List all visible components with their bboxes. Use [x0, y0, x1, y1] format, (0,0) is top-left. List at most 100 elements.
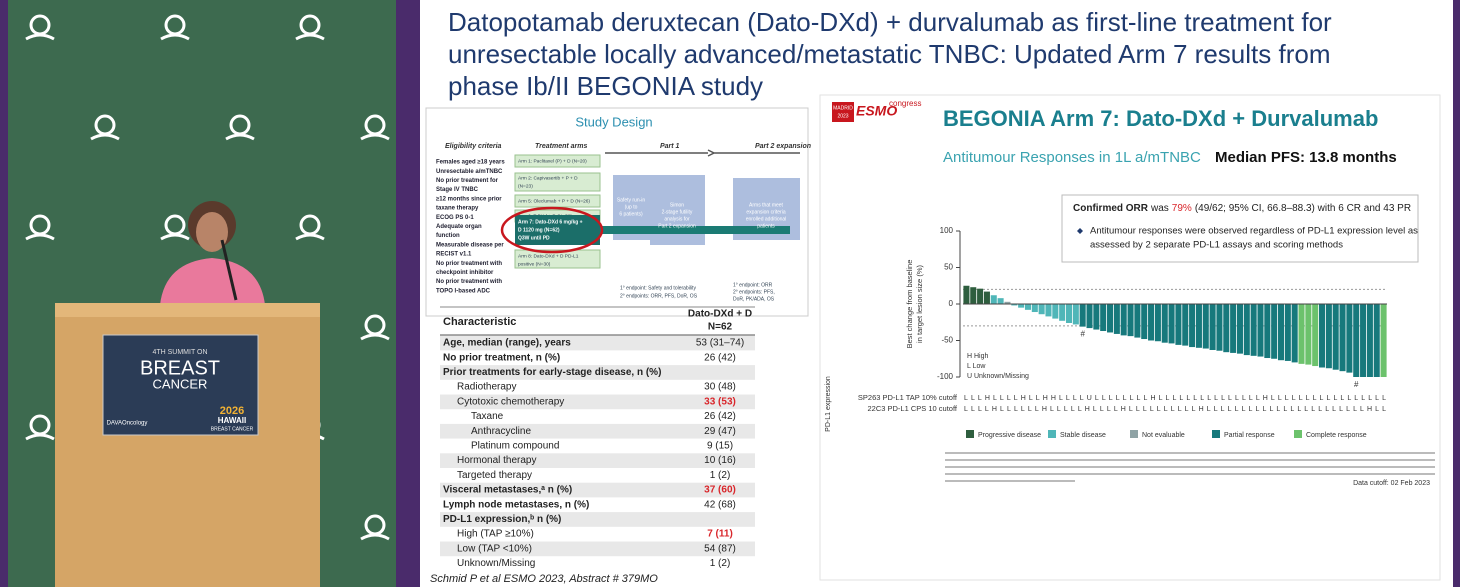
- bar: [1284, 304, 1291, 361]
- part-arrow: [605, 149, 800, 157]
- phase-text: expansion criteria: [746, 209, 785, 215]
- sign-line: 4TH SUMMIT ON: [152, 349, 207, 356]
- characteristics-table: Characteristic Dato-DXd + D N=62 Age, media…: [440, 306, 755, 569]
- annotation: #: [1080, 330, 1085, 339]
- arm7-text: D 1120 mg (N=62): [518, 227, 560, 233]
- y-tick-label: 100: [940, 226, 954, 235]
- phase-text: Simon: [670, 202, 684, 208]
- sign-logo: DAVAOncology: [107, 421, 148, 427]
- bar: [1312, 304, 1319, 367]
- bar: [1182, 304, 1189, 346]
- bar: [1107, 304, 1114, 333]
- row-label: Radiotherapy: [457, 382, 516, 393]
- bar: [1175, 304, 1182, 345]
- orr-part: was: [1150, 203, 1169, 214]
- arm7-text: Q3W until PD: [518, 235, 550, 241]
- arm7-arrow: [600, 226, 790, 234]
- eligibility-item: TOPO I-based ADC: [436, 288, 491, 294]
- row-value: 29 (47): [704, 426, 736, 437]
- bar: [1011, 304, 1018, 306]
- y-tick-label: 50: [944, 263, 953, 272]
- phase-text: (up to: [625, 204, 638, 210]
- table-header: Characteristic: [443, 316, 516, 328]
- phase-text: Safety run-in: [617, 197, 646, 203]
- sign-line: BREAST: [140, 357, 220, 379]
- logo-icon: [360, 533, 390, 541]
- key-text: L Low: [967, 363, 986, 370]
- bar: [977, 288, 984, 304]
- row-shade: [440, 482, 755, 498]
- row-value: 42 (68): [704, 499, 736, 510]
- footnote-line: [945, 473, 1435, 475]
- bar: [1127, 304, 1134, 337]
- arm-box: [514, 154, 601, 168]
- eligibility-item: ECOG PS 0-1: [436, 215, 474, 221]
- bar: [1298, 304, 1305, 364]
- bullet-text: assessed by 2 separate PD-L1 assays and …: [1090, 240, 1343, 251]
- eligibility-item: taxane therapy: [436, 206, 479, 212]
- table-header: Dato-DXd + D: [688, 309, 752, 320]
- bar: [1271, 304, 1278, 359]
- podium-top: [55, 303, 320, 317]
- waterfall-chart: 100 50 0 -50 -100 Best change from baseline in…: [825, 226, 1387, 439]
- column-header: Part 1: [660, 143, 680, 150]
- podium-sign: [102, 334, 259, 436]
- bar: [1189, 304, 1196, 348]
- bar: [1325, 304, 1332, 369]
- bar: [1373, 304, 1380, 377]
- footnote-line: [945, 452, 1435, 454]
- eligibility-item: Females aged ≥18 years: [436, 160, 505, 166]
- bar: [1004, 301, 1011, 304]
- arm-text: (N=23): [518, 183, 533, 189]
- bar: [1093, 304, 1100, 330]
- logo-icon: [25, 233, 55, 241]
- sign-logo: BREAST CANCER: [211, 426, 254, 432]
- slide-title: Datopotamab deruxtecan (Dato-DXd) + durv…: [448, 7, 1332, 101]
- row-label: Hormonal therapy: [457, 455, 536, 466]
- row-value: 1 (2): [710, 558, 731, 569]
- legend-swatch: [966, 430, 974, 438]
- logo-icon: [295, 33, 325, 41]
- pdl1-row-label: SP263 PD-L1 TAP 10% cutoff: [858, 393, 958, 402]
- eligibility-item: Measurable disease per: [436, 242, 504, 248]
- sign-line: CANCER: [153, 376, 208, 391]
- bar: [1319, 304, 1326, 368]
- phase-text: 2-stage futility: [662, 209, 693, 215]
- eligibility-item: No prior treatment with: [436, 279, 502, 285]
- logo-text: 2023: [837, 113, 848, 119]
- bar: [1024, 304, 1031, 310]
- arm7-text: Arm 7: Dato-DXd 6 mg/kg +: [518, 219, 583, 225]
- bar: [1291, 304, 1298, 363]
- bar: [1018, 304, 1025, 308]
- bar: [1339, 304, 1346, 372]
- bar: [1243, 304, 1250, 356]
- median-pfs: Median PFS: 13.8 months: [1215, 149, 1397, 166]
- row-label: Unknown/Missing: [457, 558, 535, 569]
- row-label: Lymph node metastases, n (%): [443, 499, 589, 510]
- endpoint-text: 1° endpoint: ORR: [733, 282, 773, 288]
- row-shade: [440, 394, 755, 410]
- y-axis-title: Best change from baseline: [905, 260, 914, 349]
- title-line: Datopotamab deruxtecan (Dato-DXd) + durv…: [448, 7, 1332, 37]
- bullet-text: Antitumour responses were observed regar…: [1090, 226, 1418, 237]
- row-label: Cytotoxic chemotherapy: [457, 396, 564, 407]
- arm7-box: [515, 215, 600, 245]
- eligibility-item: ≥12 months since prior: [436, 196, 502, 202]
- y-axis-title: in target lesion size (%): [915, 265, 924, 343]
- bar: [1257, 304, 1264, 357]
- eligibility-item: Stage IV TNBC: [436, 187, 479, 193]
- bar: [1250, 304, 1257, 356]
- arm-text: Arm 2: Capivasertib + P + D: [518, 175, 578, 181]
- logo-icon: [25, 433, 55, 441]
- microphone: [220, 239, 238, 301]
- table-header: N=62: [708, 322, 733, 333]
- bullet: [1077, 228, 1083, 234]
- eligibility-item: RECIST v1.1: [436, 252, 472, 258]
- bar: [1360, 304, 1367, 377]
- orr-text: Confirmed ORR was 79% (49/62; 95% CI, 66.8–…: [1073, 203, 1411, 214]
- logo-icon: [295, 233, 325, 241]
- pdl1-row-label: 22C3 PD-L1 CPS 10 cutoff: [868, 404, 958, 413]
- bar: [1202, 304, 1209, 349]
- endpoint-text: 2° endpoints: ORR, PFS, DoR, OS: [620, 293, 698, 299]
